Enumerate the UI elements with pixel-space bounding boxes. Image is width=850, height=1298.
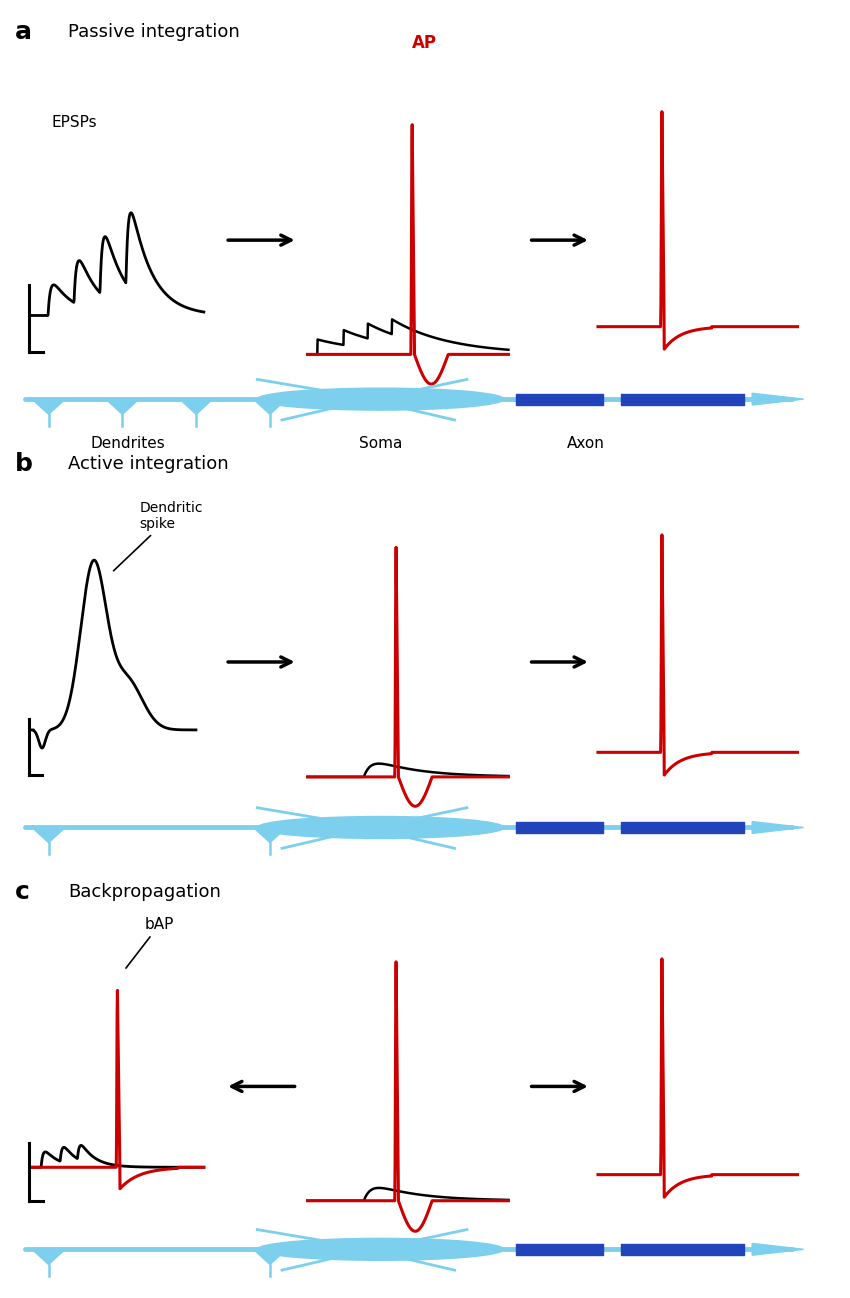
- Polygon shape: [31, 827, 66, 842]
- Text: Dendritic
spike: Dendritic spike: [114, 501, 203, 571]
- Text: EPSPs: EPSPs: [52, 116, 97, 130]
- Polygon shape: [752, 1243, 803, 1255]
- Text: c: c: [14, 880, 29, 905]
- Circle shape: [258, 388, 504, 410]
- Text: Backpropagation: Backpropagation: [68, 884, 221, 901]
- Polygon shape: [105, 398, 139, 414]
- Polygon shape: [252, 827, 287, 842]
- Polygon shape: [252, 1249, 287, 1264]
- Circle shape: [258, 816, 504, 839]
- Polygon shape: [178, 398, 213, 414]
- Text: a: a: [14, 21, 31, 44]
- Text: bAP: bAP: [126, 916, 174, 968]
- Circle shape: [258, 1238, 504, 1260]
- Text: Soma: Soma: [359, 436, 402, 450]
- Text: AP: AP: [412, 34, 438, 52]
- Text: Dendrites: Dendrites: [90, 436, 165, 450]
- Polygon shape: [752, 393, 803, 405]
- Polygon shape: [752, 822, 803, 833]
- Polygon shape: [31, 1249, 66, 1264]
- Text: Active integration: Active integration: [68, 456, 229, 472]
- Text: b: b: [14, 452, 32, 476]
- Text: Axon: Axon: [567, 436, 605, 450]
- Polygon shape: [31, 398, 66, 414]
- Text: Passive integration: Passive integration: [68, 23, 240, 42]
- Polygon shape: [252, 398, 287, 414]
